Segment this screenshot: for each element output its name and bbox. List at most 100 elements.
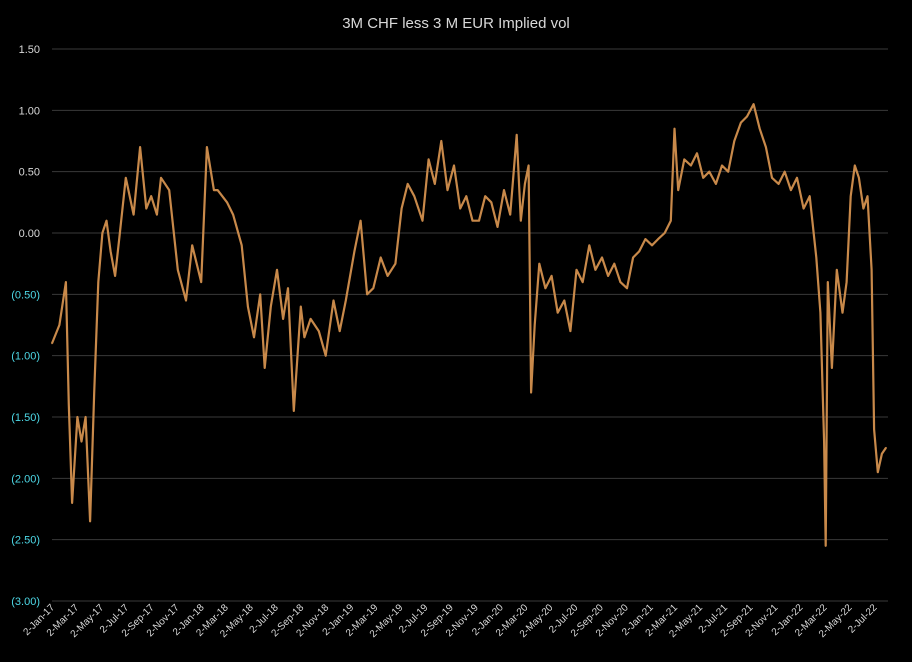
data-point [715,183,717,185]
data-point [80,440,83,443]
data-point [101,232,104,234]
data-point [406,183,409,185]
data-point [752,103,755,105]
data-point [156,213,158,216]
data-point [372,287,375,290]
data-point [670,219,672,222]
data-point [690,164,692,167]
data-point [213,189,215,191]
data-point [575,269,578,271]
data-point [696,152,698,155]
data-point [200,281,202,283]
data-point [881,453,883,455]
data-point [632,256,634,259]
data-point [783,170,786,173]
data-point [309,318,312,320]
data-point [421,219,424,222]
data-point [808,195,811,197]
data-point [132,213,135,216]
data-point [247,305,249,308]
data-point [332,299,335,302]
data-point [263,367,266,369]
data-point [563,299,566,302]
data-point [727,170,729,173]
y-tick-label: (0.50) [11,289,40,301]
data-point [702,177,704,179]
data-point [849,195,852,197]
data-point [413,195,416,197]
data-point [765,146,767,148]
data-point [65,281,67,283]
data-point [109,250,112,253]
data-point [588,244,591,247]
data-point [854,164,856,167]
data-point [118,238,120,240]
data-point [303,336,306,339]
data-point [877,471,879,474]
data-point [581,281,584,283]
data-point [150,195,152,197]
data-point [427,158,430,161]
data-point [733,140,736,142]
x-axis-ticks: 2-Jan-172-Mar-172-May-172-Jul-172-Sep-17… [21,602,879,640]
data-point [366,293,368,296]
data-point [556,311,559,314]
series-group [50,103,887,547]
data-point [862,207,865,210]
data-point [673,127,676,130]
data-point [191,244,193,247]
data-point [870,269,873,271]
data-point [232,213,234,216]
data-point [873,428,875,431]
data-point [515,134,518,136]
data-point [206,146,208,148]
data-point [677,189,679,191]
data-point [619,281,622,283]
data-point [885,446,887,449]
data-point [84,416,87,418]
data-point [386,275,389,277]
data-point [400,207,403,210]
data-point [446,189,449,191]
data-point [97,281,100,283]
data-point [76,416,79,418]
y-tick-label: 1.50 [19,44,40,56]
data-point [601,256,603,259]
y-tick-label: 0.50 [19,167,40,179]
data-point [613,262,616,265]
data-point [819,311,822,314]
data-point [490,201,493,204]
data-point [496,226,499,228]
data-point [815,256,818,259]
data-point [345,299,347,302]
y-tick-label: 0.00 [19,228,40,240]
data-point [533,324,536,326]
data-point [93,391,95,394]
data-point [259,293,262,296]
y-tick-label: (1.50) [11,412,40,424]
data-point [440,140,443,142]
data-point [71,502,73,504]
data-point [740,121,742,124]
data-point [58,324,61,326]
data-point [51,342,53,345]
data-point [503,189,505,191]
data-point [527,164,530,167]
data-point [216,189,219,191]
data-point [777,183,780,185]
data-point [538,262,541,265]
data-point [866,195,869,197]
data-point [520,219,522,222]
series-line [50,103,887,547]
data-point [185,299,187,302]
data-point [683,158,686,161]
data-point [145,207,148,210]
data-point [338,330,341,332]
data-point [168,189,170,191]
data-point [89,520,91,523]
data-point [105,219,108,222]
data-point [708,170,711,173]
data-point [465,195,468,197]
data-point [253,336,255,339]
